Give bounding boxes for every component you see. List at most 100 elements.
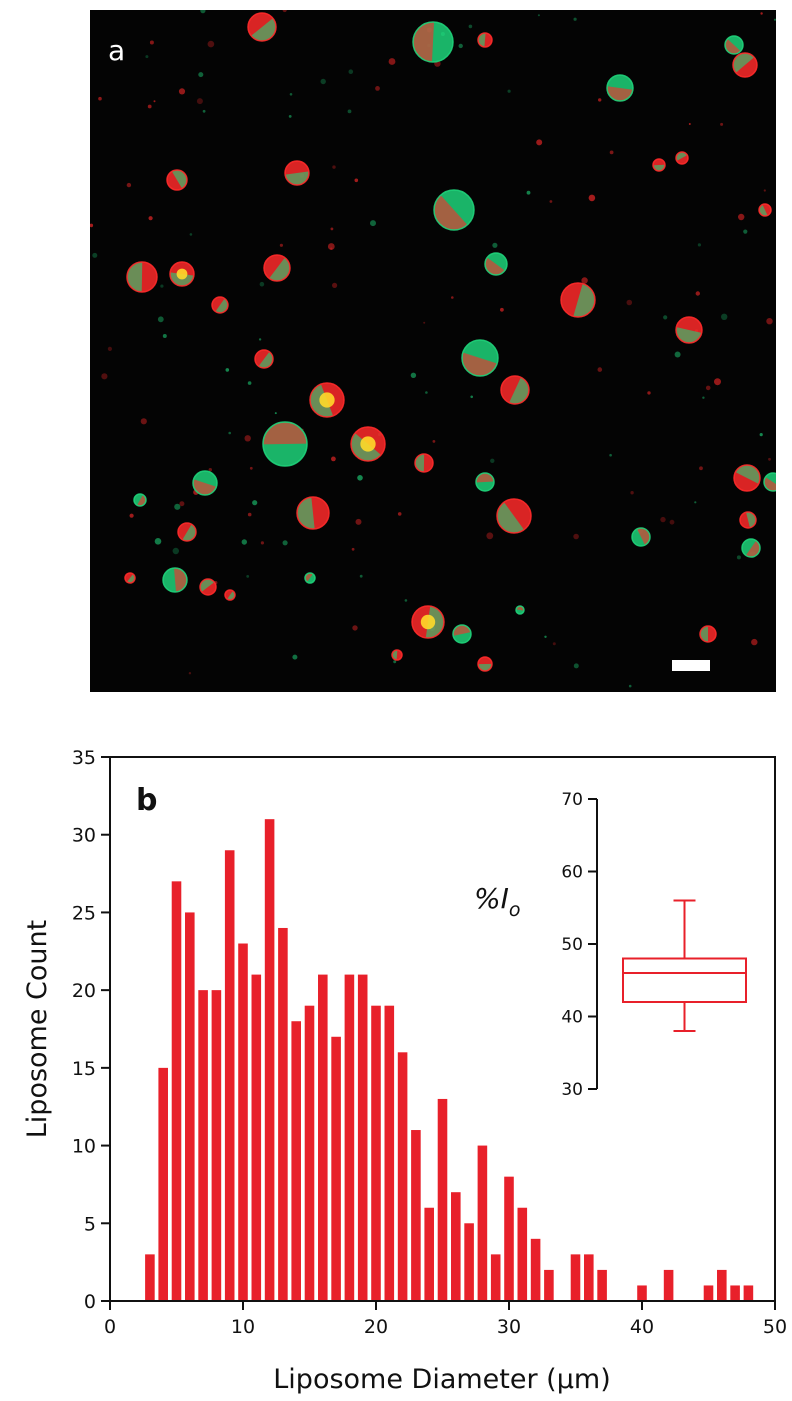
- inset-tick-label: 70: [561, 790, 583, 810]
- speckle: [581, 277, 588, 284]
- histogram-bar: [224, 850, 235, 1301]
- speckle: [370, 220, 376, 227]
- liposome: [350, 426, 386, 462]
- histogram-bar: [238, 943, 248, 1301]
- liposome: [724, 35, 744, 55]
- inset-tick-label: 30: [561, 1080, 583, 1100]
- speckle: [92, 252, 98, 258]
- liposome: [124, 572, 136, 584]
- histogram-bar: [703, 1285, 714, 1301]
- liposome: [763, 472, 776, 492]
- speckle: [626, 299, 633, 306]
- speckle: [247, 512, 252, 517]
- liposome: [133, 493, 147, 507]
- plot-frame: [109, 756, 776, 1302]
- speckle: [157, 316, 164, 323]
- speckle: [573, 17, 577, 21]
- speckle: [327, 243, 335, 250]
- liposome: [254, 349, 274, 369]
- speckle: [597, 367, 603, 372]
- liposome: [500, 375, 530, 405]
- speckle: [189, 233, 193, 236]
- speckle: [702, 396, 705, 399]
- liposome: [391, 649, 403, 661]
- histogram-bar: [171, 881, 182, 1301]
- liposome: [166, 169, 188, 191]
- x-tick-label: 20: [364, 1316, 388, 1338]
- histogram-bar: [424, 1207, 434, 1301]
- speckle: [743, 229, 748, 234]
- liposome: [631, 527, 651, 547]
- speckle: [289, 93, 293, 96]
- speckle: [573, 663, 579, 669]
- speckle: [544, 635, 547, 638]
- speckle: [202, 109, 206, 113]
- speckle: [507, 89, 511, 93]
- liposome: [732, 52, 758, 78]
- liposome: [461, 339, 499, 377]
- inset-boxplot: 30 40 50 60 70 %Io: [474, 790, 747, 1100]
- speckle: [320, 78, 326, 85]
- liposome: [477, 32, 493, 48]
- panel-b-label: b: [136, 783, 157, 818]
- histogram-bar: [504, 1176, 514, 1301]
- speckle: [355, 518, 362, 525]
- x-axis-ticks: 0 10 20 30 40 50: [104, 1301, 787, 1338]
- liposome: [475, 472, 495, 492]
- speckle: [247, 381, 252, 385]
- speckle: [397, 512, 402, 516]
- y-tick-label: 10: [72, 1136, 96, 1158]
- histogram-bar: [344, 974, 355, 1301]
- liposome: [169, 261, 195, 287]
- speckle: [292, 654, 298, 660]
- speckle: [101, 373, 108, 380]
- speckle: [500, 307, 504, 312]
- histogram-bar: [517, 1207, 528, 1301]
- speckle: [249, 466, 253, 470]
- liposome: [496, 498, 532, 534]
- liposome: [304, 572, 316, 584]
- liposome: [247, 12, 277, 42]
- speckle: [332, 165, 336, 169]
- speckle: [490, 458, 495, 463]
- histogram-chart-b: 0 5 10 15 20 25 30 35 0 10 20 30 40 50 b Liposome Di…: [22, 747, 787, 1395]
- speckle: [425, 391, 428, 394]
- histogram-bar: [437, 1098, 448, 1301]
- speckle: [404, 599, 408, 602]
- speckle: [354, 178, 359, 183]
- speckle: [537, 14, 540, 17]
- speckle: [763, 189, 766, 192]
- liposome: [675, 151, 689, 165]
- speckle: [486, 532, 494, 540]
- speckle: [660, 516, 666, 523]
- speckle: [697, 243, 702, 247]
- speckle: [282, 10, 287, 13]
- speckle: [149, 40, 154, 45]
- liposome-spots: [124, 12, 776, 672]
- liposome: [560, 282, 596, 318]
- speckle: [410, 372, 417, 378]
- speckle: [282, 540, 288, 546]
- liposome: [162, 567, 188, 593]
- liposome: [452, 624, 472, 644]
- inset-y-label: %Io: [474, 882, 521, 921]
- speckle: [714, 378, 721, 386]
- speckle: [423, 321, 426, 324]
- speckle: [196, 98, 203, 105]
- speckle: [246, 575, 250, 578]
- liposome: [284, 160, 310, 186]
- speckle: [347, 109, 352, 114]
- speckle: [225, 368, 230, 372]
- speckle: [669, 519, 675, 525]
- speckle: [393, 660, 397, 664]
- speckle: [90, 223, 94, 228]
- speckle: [573, 533, 579, 540]
- histogram-bar: [663, 1269, 674, 1301]
- speckle: [773, 18, 776, 21]
- speckle: [705, 385, 711, 391]
- speckle: [526, 190, 531, 195]
- histogram-bar: [291, 1021, 301, 1301]
- histogram-bar: [730, 1285, 740, 1301]
- histogram-bar: [451, 1192, 461, 1301]
- speckle: [766, 318, 773, 325]
